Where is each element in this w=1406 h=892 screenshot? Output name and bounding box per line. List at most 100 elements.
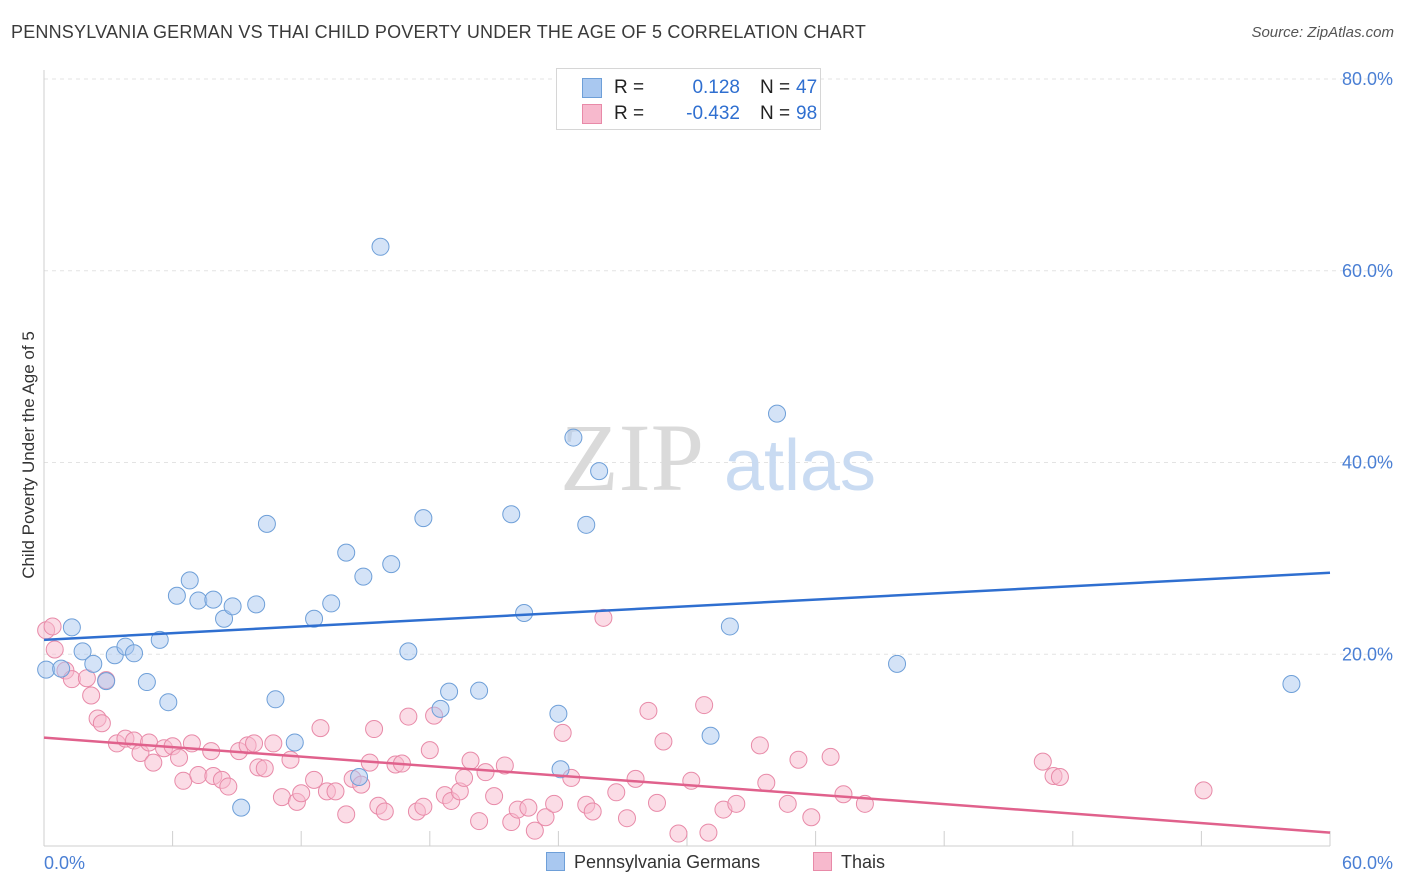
pennsylvania-german-point — [350, 767, 369, 786]
thai-point — [647, 793, 666, 812]
pennsylvania-german-point — [73, 642, 92, 661]
pennsylvania-german-point — [1282, 674, 1301, 693]
pennsylvania-german-point — [52, 659, 71, 678]
thai-point — [455, 768, 474, 787]
thai-point — [669, 824, 688, 843]
thai-point — [45, 640, 64, 659]
stats-legend: R = 0.128 N = 47 R = -0.432 N = 98 — [556, 68, 821, 130]
legend-item-thais[interactable]: Thais — [813, 852, 885, 873]
pennsylvania-german-point — [888, 654, 907, 673]
y-tick-label: 20.0% — [1342, 644, 1393, 664]
thai-point — [525, 821, 544, 840]
pennsylvania-german-point — [564, 428, 583, 447]
thai-point — [519, 798, 538, 817]
pennsylvania-german-point — [37, 660, 56, 679]
blue-swatch — [546, 852, 565, 871]
series-pennsylvania-germans-points — [37, 237, 1301, 817]
pennsylvania-german-point — [440, 682, 459, 701]
thai-point — [264, 734, 283, 753]
thai-point — [802, 808, 821, 827]
thai-point — [414, 797, 433, 816]
thai-point — [170, 748, 189, 767]
pennsylvania-german-point — [322, 594, 341, 613]
thai-point — [255, 759, 274, 778]
chart-source: Source: ZipAtlas.com — [1251, 24, 1394, 41]
pennsylvania-german-point — [247, 595, 266, 614]
gridlines — [44, 78, 1393, 655]
pennsylvania-german-point — [431, 699, 450, 718]
pennsylvania-german-point — [232, 798, 251, 817]
watermark: ZIP atlas — [560, 404, 876, 511]
pennsylvania-german-point — [515, 604, 534, 623]
thai-point — [536, 808, 555, 827]
thai-point — [337, 805, 356, 824]
thai-point — [639, 701, 658, 720]
pennsylvania-german-point — [399, 642, 418, 661]
pennsylvania-german-point — [97, 672, 116, 691]
thai-point — [553, 723, 572, 742]
pennsylvania-german-point — [62, 618, 81, 637]
axes — [43, 70, 1331, 847]
thai-point — [399, 707, 418, 726]
thai-point — [174, 771, 193, 790]
pennsylvania-german-point — [720, 617, 739, 636]
pennsylvania-german-point — [150, 630, 169, 649]
thai-point — [485, 787, 504, 806]
thai-point — [750, 736, 769, 755]
n-value: 98 — [796, 103, 818, 124]
y-tick-label: 40.0% — [1342, 453, 1393, 473]
pennsylvania-german-point — [590, 462, 609, 481]
pennsylvania-german-point — [84, 654, 103, 673]
blue-swatch — [582, 78, 602, 98]
pennsylvania-german-point — [470, 681, 489, 700]
pennsylvania-german-point — [257, 514, 276, 533]
pennsylvania-german-point — [577, 515, 596, 534]
pennsylvania-german-point — [549, 704, 568, 723]
pennsylvania-german-point — [204, 590, 223, 609]
watermark-zip: ZIP — [560, 404, 704, 511]
r-label: R = — [614, 103, 645, 124]
legend-label: Thais — [841, 852, 886, 872]
thai-point — [365, 720, 384, 739]
thai-point — [834, 785, 853, 804]
legend-label: Pennsylvania Germans — [574, 852, 761, 872]
pennsylvania-german-point — [354, 567, 373, 586]
pennsylvania-german-point — [551, 760, 570, 779]
trend-line-pennsylvania-germans — [43, 571, 1331, 642]
thai-point — [272, 788, 291, 807]
thai-point — [1050, 767, 1069, 786]
thai-point — [654, 732, 673, 751]
pink-swatch — [582, 104, 602, 124]
thai-point — [189, 766, 208, 785]
thai-point — [617, 809, 636, 828]
pennsylvania-german-point — [305, 609, 324, 628]
pennsylvania-german-point — [180, 571, 199, 590]
n-label: N = — [760, 103, 791, 124]
n-label: N = — [760, 77, 791, 98]
thai-point — [420, 741, 439, 760]
thai-point — [626, 769, 645, 788]
thai-point — [140, 733, 159, 752]
thai-point — [607, 783, 626, 802]
thai-point — [82, 686, 101, 705]
thai-point — [470, 812, 489, 831]
legend-item-pennsylvania-germans[interactable]: Pennsylvania Germans — [546, 852, 760, 873]
pennsylvania-german-point — [414, 509, 433, 528]
thai-point — [305, 770, 324, 789]
thai-point — [461, 751, 480, 770]
thai-point — [144, 753, 163, 772]
pennsylvania-german-point — [266, 690, 285, 709]
thai-point — [476, 763, 495, 782]
r-label: R = — [614, 77, 645, 98]
thai-point — [311, 719, 330, 738]
x-tick-label: 60.0% — [1342, 853, 1393, 873]
thai-point — [789, 750, 808, 769]
n-value: 47 — [796, 77, 818, 98]
pennsylvania-german-point — [701, 726, 720, 745]
pennsylvania-german-point — [125, 644, 144, 663]
thai-point — [583, 802, 602, 821]
thai-point — [545, 794, 564, 813]
thai-point — [245, 734, 264, 753]
y-tick-label: 60.0% — [1342, 261, 1393, 281]
